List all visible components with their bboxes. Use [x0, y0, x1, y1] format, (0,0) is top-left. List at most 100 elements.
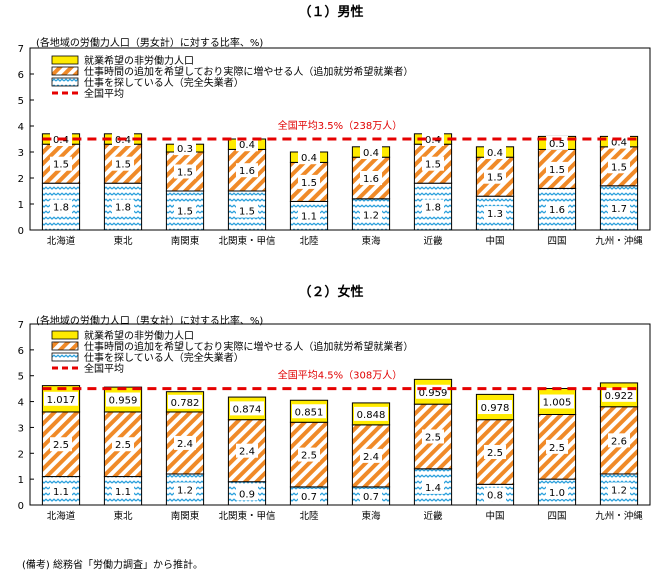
category-label: 東海 [361, 235, 381, 247]
bar-additional-work [599, 146, 639, 187]
data-label-additional-work: 2.4 [239, 447, 255, 458]
category-label: 北陸 [299, 510, 319, 522]
data-label-bg [484, 206, 506, 221]
data-label-unemployed: 1.1 [301, 212, 317, 223]
y-tick-label: 3 [18, 148, 24, 159]
data-label-unemployed: 1.5 [177, 207, 193, 218]
data-label-bg [546, 135, 568, 150]
data-label-non-labor: 0.851 [295, 407, 324, 418]
data-label-bg [546, 202, 568, 217]
data-label-bg [174, 203, 196, 218]
data-label-bg [236, 443, 258, 458]
data-label-unemployed: 1.4 [425, 483, 441, 494]
legend-label-additional-work: 仕事時間の追加を希望しており実際に増やせる人（追加就労希望就業者） [84, 340, 413, 353]
data-label-additional-work: 2.5 [549, 443, 565, 454]
data-label-additional-work: 1.5 [53, 160, 69, 171]
data-label-unemployed: 1.8 [53, 203, 69, 214]
data-label-non-labor: 0.959 [109, 396, 138, 407]
data-label-additional-work: 2.5 [301, 451, 317, 462]
data-label-additional-work: 1.5 [549, 165, 565, 176]
legend-label-unemployed: 仕事を探している人（完全失業者） [84, 351, 244, 364]
data-label-non-labor: 0.978 [481, 403, 510, 414]
bar-unemployed [537, 478, 577, 506]
data-label-additional-work: 1.6 [363, 174, 379, 185]
data-label-unemployed: 1.3 [487, 209, 503, 220]
data-label-bg [174, 482, 196, 497]
data-label-additional-work: 2.5 [115, 440, 131, 451]
legend-swatch-non-labor [51, 330, 79, 340]
source-note: (備考) 総務省「労働力調査」から推計。 [22, 558, 203, 571]
legend-label-additional-work: 仕事時間の追加を希望しており実際に増やせる人（追加就労希望就業者） [84, 65, 413, 78]
data-label-bg [422, 156, 444, 171]
category-label: 北陸 [299, 235, 319, 247]
y-tick-label: 2 [18, 174, 24, 185]
y-tick-label: 1 [18, 200, 24, 211]
plot-frame [29, 47, 651, 231]
data-label-bg [112, 199, 134, 214]
data-label-unemployed: 1.7 [611, 204, 627, 215]
category-label: 四国 [547, 236, 566, 247]
data-label-bg [298, 174, 320, 189]
data-label-bg [484, 487, 506, 502]
data-label-unemployed: 1.0 [549, 488, 565, 499]
category-label: 近畿 [423, 235, 443, 247]
legend-label-average: 全国平均 [84, 362, 124, 375]
data-label-bg [106, 392, 140, 407]
data-label-additional-work: 2.5 [425, 432, 441, 443]
category-label: 北関東・甲信 [218, 235, 275, 247]
data-label-bg [174, 164, 196, 179]
data-label-additional-work: 2.4 [177, 439, 193, 450]
data-label-bg [608, 200, 630, 215]
y-tick-label: 4 [18, 122, 24, 133]
data-label-bg [422, 479, 444, 494]
data-label-bg [50, 483, 72, 498]
data-label-non-labor: 0.4 [301, 153, 317, 164]
category-label: 近畿 [423, 510, 443, 522]
legend-swatch-unemployed [51, 77, 79, 87]
category-label: 北海道 [47, 235, 76, 247]
chart-title-female: （２）女性 [298, 284, 363, 300]
data-label-bg [602, 387, 636, 402]
data-label-additional-work: 2.4 [363, 452, 379, 463]
y-tick-label: 6 [18, 346, 24, 357]
data-label-additional-work: 1.5 [425, 160, 441, 171]
data-label-bg [298, 150, 320, 165]
data-label-bg [174, 141, 196, 156]
data-label-non-labor: 1.017 [47, 395, 76, 406]
data-label-bg [608, 433, 630, 448]
y-tick-label: 2 [18, 449, 24, 460]
data-label-bg [354, 406, 388, 421]
data-label-bg [360, 145, 382, 159]
data-label-non-labor: 0.782 [171, 398, 200, 409]
category-label: 四国 [547, 511, 566, 522]
legend-swatch-additional-work [51, 66, 79, 76]
data-label-bg [50, 156, 72, 171]
data-label-bg [546, 161, 568, 176]
data-label-unemployed: 0.9 [239, 489, 255, 500]
data-label-bg [608, 159, 630, 174]
category-label: 中国 [485, 510, 504, 522]
y-tick-label: 7 [18, 320, 24, 331]
data-label-unemployed: 1.2 [363, 210, 379, 221]
data-label-bg [112, 483, 134, 498]
data-label-non-labor: 0.3 [177, 144, 193, 155]
legend-swatch-unemployed [51, 352, 79, 362]
data-label-non-labor: 1.005 [543, 398, 572, 409]
data-label-bg [484, 145, 506, 159]
category-label: 北関東・甲信 [218, 510, 275, 522]
data-label-bg [478, 400, 512, 415]
data-label-bg [168, 394, 202, 409]
data-label-unemployed: 0.7 [301, 492, 317, 503]
chart-ylabel-female: (各地域の労働力人口（男女計）に対する比率、%) [36, 314, 263, 327]
data-label-bg [174, 435, 196, 450]
data-label-bg [360, 207, 382, 222]
data-label-bg [360, 171, 382, 185]
average-label: 全国平均4.5%（308万人） [278, 369, 403, 382]
chart-ylabel-male: (各地域の労働力人口（男女計）に対する比率、%) [36, 36, 263, 49]
category-label: 九州・沖縄 [595, 235, 643, 247]
data-label-additional-work: 1.6 [239, 166, 255, 177]
data-label-unemployed: 1.1 [53, 487, 69, 498]
data-label-additional-work: 2.6 [611, 436, 627, 447]
data-label-bg [360, 488, 382, 503]
data-label-bg [44, 391, 78, 406]
